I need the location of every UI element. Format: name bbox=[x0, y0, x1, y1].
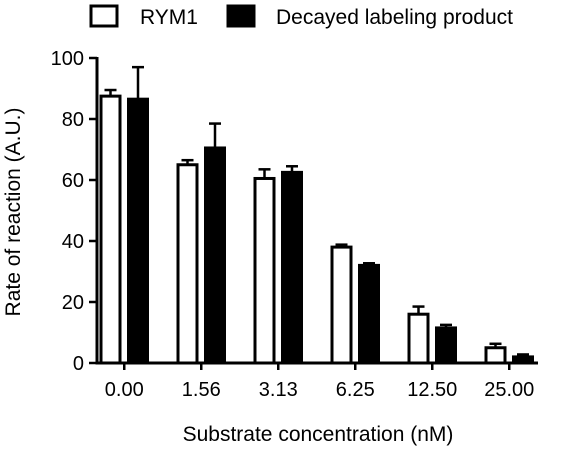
y-tick-label: 0 bbox=[73, 353, 84, 375]
bar-decayed-2 bbox=[281, 170, 303, 365]
legend-label-rym1: RYM1 bbox=[140, 6, 198, 29]
y-axis-title: Rate of reaction (A.U.) bbox=[2, 108, 25, 317]
y-tick-label: 60 bbox=[62, 170, 84, 192]
bar-decayed-1 bbox=[204, 146, 226, 365]
x-tick-label: 6.25 bbox=[336, 379, 375, 401]
bar-rym1-4 bbox=[407, 312, 430, 365]
axes bbox=[89, 56, 538, 370]
y-tick-label: 100 bbox=[51, 48, 84, 70]
x-tick-labels: 0.00 1.56 3.13 6.25 12.50 25.00 bbox=[105, 379, 535, 401]
bar-rym1-0 bbox=[99, 94, 122, 365]
legend-swatch-decayed bbox=[226, 4, 256, 28]
bar-rym1-2 bbox=[253, 176, 276, 365]
legend-swatch-rym1 bbox=[89, 4, 119, 28]
y-tick-labels: 0 20 40 60 80 100 bbox=[51, 48, 84, 375]
bar-decayed-0 bbox=[127, 97, 149, 365]
legend-label-decayed: Decayed labeling product bbox=[276, 6, 513, 29]
bar-rym1-5 bbox=[484, 346, 507, 365]
bar-rym1-1 bbox=[176, 163, 199, 365]
x-tick-label: 0.00 bbox=[105, 379, 144, 401]
x-tick-label: 1.56 bbox=[182, 379, 221, 401]
y-tick-label: 80 bbox=[62, 109, 84, 131]
legend: RYM1 Decayed labeling product bbox=[89, 4, 513, 29]
x-tick-label: 12.50 bbox=[407, 379, 457, 401]
y-tick-label: 40 bbox=[62, 231, 84, 253]
x-tick-label: 25.00 bbox=[484, 379, 534, 401]
bar-decayed-3 bbox=[358, 263, 380, 365]
bars bbox=[99, 65, 534, 365]
y-tick-label: 20 bbox=[62, 292, 84, 314]
x-axis-title: Substrate concentration (nM) bbox=[183, 423, 454, 446]
bar-rym1-3 bbox=[330, 245, 353, 365]
x-tick-label: 3.13 bbox=[259, 379, 298, 401]
bar-decayed-4 bbox=[435, 326, 457, 365]
